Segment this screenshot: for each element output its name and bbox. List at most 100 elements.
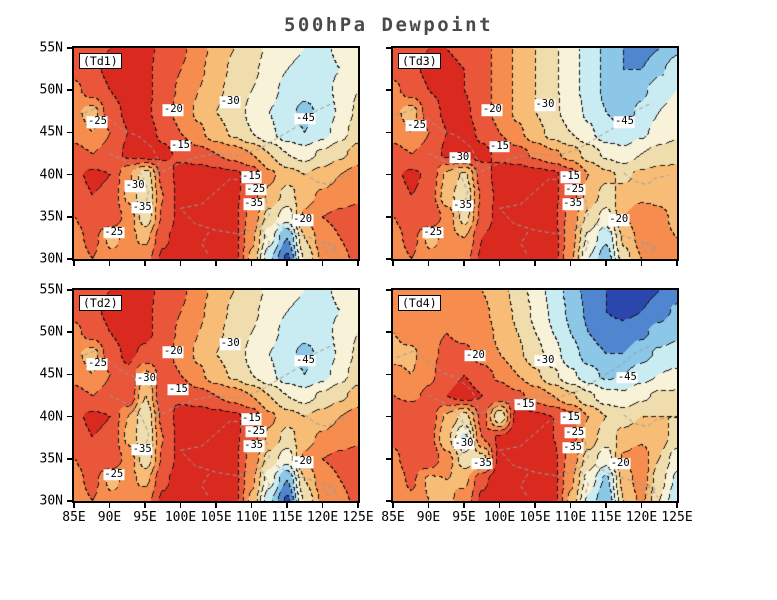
contour-map-canvas-td4 bbox=[393, 290, 677, 501]
x-tick-mark bbox=[286, 503, 288, 508]
y-tick-mark bbox=[386, 415, 391, 418]
x-tick-mark bbox=[676, 503, 678, 508]
contour-label: -15 bbox=[560, 411, 581, 425]
x-tick-mark bbox=[392, 503, 394, 508]
contour-label: -20 bbox=[609, 457, 631, 470]
y-axis-label: 45N bbox=[39, 124, 63, 140]
panel-tag: (Td3) bbox=[398, 53, 441, 70]
x-axis-label: 115E bbox=[590, 510, 622, 525]
y-axis-label: 55N bbox=[39, 40, 63, 56]
x-tick-mark bbox=[605, 503, 607, 508]
y-axis-label: 40N bbox=[39, 167, 63, 183]
x-tick-mark bbox=[286, 261, 288, 266]
contour-label: -35 bbox=[131, 442, 153, 456]
contour-label: -25 bbox=[103, 226, 125, 239]
y-tick-mark bbox=[67, 500, 72, 502]
x-tick-mark bbox=[498, 261, 501, 266]
x-tick-mark bbox=[144, 503, 146, 508]
y-tick-mark bbox=[67, 373, 72, 376]
x-tick-mark bbox=[676, 261, 678, 266]
x-tick-mark bbox=[144, 261, 146, 266]
x-tick-mark bbox=[640, 261, 643, 266]
y-axis-label: 55N bbox=[39, 282, 63, 298]
x-tick-mark bbox=[179, 503, 182, 508]
x-tick-mark bbox=[392, 261, 394, 266]
y-tick-mark bbox=[67, 47, 72, 49]
y-axis-label: 50N bbox=[39, 324, 63, 340]
x-tick-mark bbox=[215, 261, 217, 266]
x-tick-mark bbox=[215, 503, 217, 508]
x-tick-mark bbox=[498, 503, 501, 508]
x-axis-label: 85E bbox=[62, 510, 86, 525]
contour-label: -35 bbox=[562, 197, 584, 210]
x-axis-label: 100E bbox=[164, 510, 197, 525]
x-axis-label: 125E bbox=[342, 510, 374, 525]
contour-label: -20 bbox=[464, 349, 486, 362]
contour-label: -45 bbox=[294, 112, 316, 125]
x-tick-mark bbox=[179, 261, 182, 266]
y-tick-mark bbox=[67, 173, 72, 176]
x-tick-mark bbox=[250, 261, 253, 266]
x-axis-label: 110E bbox=[235, 510, 268, 525]
y-axis-label: 30N bbox=[39, 493, 63, 509]
x-axis-label: 90E bbox=[416, 510, 441, 525]
x-axis-label: 85E bbox=[381, 510, 405, 525]
x-tick-mark bbox=[569, 261, 572, 266]
contour-label: -30 bbox=[534, 354, 556, 367]
contour-label: -15 bbox=[241, 170, 262, 183]
contour-label: -25 bbox=[564, 425, 586, 439]
contour-label: -30 bbox=[453, 436, 475, 450]
x-axis-label: 120E bbox=[625, 510, 658, 525]
y-tick-mark bbox=[67, 258, 72, 260]
panel-tag: (Td2) bbox=[79, 295, 122, 312]
contour-label: -35 bbox=[243, 197, 265, 210]
contour-label: -15 bbox=[241, 412, 262, 425]
contour-label: -25 bbox=[103, 468, 125, 481]
y-axis-label: 40N bbox=[39, 409, 63, 425]
contour-label: -30 bbox=[219, 337, 241, 350]
y-tick-mark bbox=[386, 289, 391, 291]
contour-label: -20 bbox=[162, 345, 184, 359]
contour-label: -30 bbox=[449, 150, 471, 164]
contour-label: -15 bbox=[167, 382, 189, 396]
contour-label: -45 bbox=[613, 115, 635, 129]
y-axis-label: 50N bbox=[39, 82, 63, 98]
y-tick-mark bbox=[386, 47, 391, 49]
contour-label: -15 bbox=[489, 139, 510, 153]
y-axis-label: 30N bbox=[39, 251, 63, 267]
contour-label: -30 bbox=[219, 95, 241, 108]
contour-label: -45 bbox=[294, 354, 316, 367]
chart-title: 500hPa Dewpoint bbox=[283, 14, 494, 36]
contour-label: -20 bbox=[292, 455, 314, 468]
panel-td3: (Td3) -25 -20 -30 -45 -30 -15 -35 -25 -15 -25 -35 -2… bbox=[386, 46, 679, 266]
y-axis-label: 35N bbox=[39, 451, 63, 467]
y-tick-mark bbox=[67, 89, 72, 91]
contour-label: -45 bbox=[616, 370, 638, 384]
x-axis-label: 105E bbox=[200, 510, 232, 525]
panel-tag: (Td4) bbox=[398, 295, 441, 312]
x-tick-mark bbox=[250, 503, 253, 508]
x-axis-label: 125E bbox=[661, 510, 693, 525]
panel-tag: (Td1) bbox=[79, 53, 122, 70]
x-tick-mark bbox=[640, 503, 643, 508]
x-axis-label: 100E bbox=[483, 510, 516, 525]
y-tick-mark bbox=[386, 500, 391, 502]
y-tick-mark bbox=[386, 258, 391, 260]
contour-label: -15 bbox=[170, 139, 191, 152]
contour-label: -25 bbox=[86, 357, 108, 371]
y-axis-label: 45N bbox=[39, 366, 63, 382]
contour-label: -30 bbox=[534, 98, 556, 112]
x-tick-mark bbox=[605, 261, 607, 266]
x-axis-label: 120E bbox=[306, 510, 339, 525]
contour-label: -25 bbox=[245, 425, 267, 438]
contour-label: -25 bbox=[86, 115, 108, 129]
contour-label: -35 bbox=[131, 200, 153, 214]
x-tick-mark bbox=[427, 503, 430, 508]
x-axis-label: 90E bbox=[97, 510, 122, 525]
y-axis-label: 35N bbox=[39, 209, 63, 225]
contour-label: -35 bbox=[562, 441, 584, 454]
contour-label: -20 bbox=[481, 103, 503, 117]
y-tick-mark bbox=[386, 173, 391, 176]
contour-label: -20 bbox=[608, 213, 630, 226]
